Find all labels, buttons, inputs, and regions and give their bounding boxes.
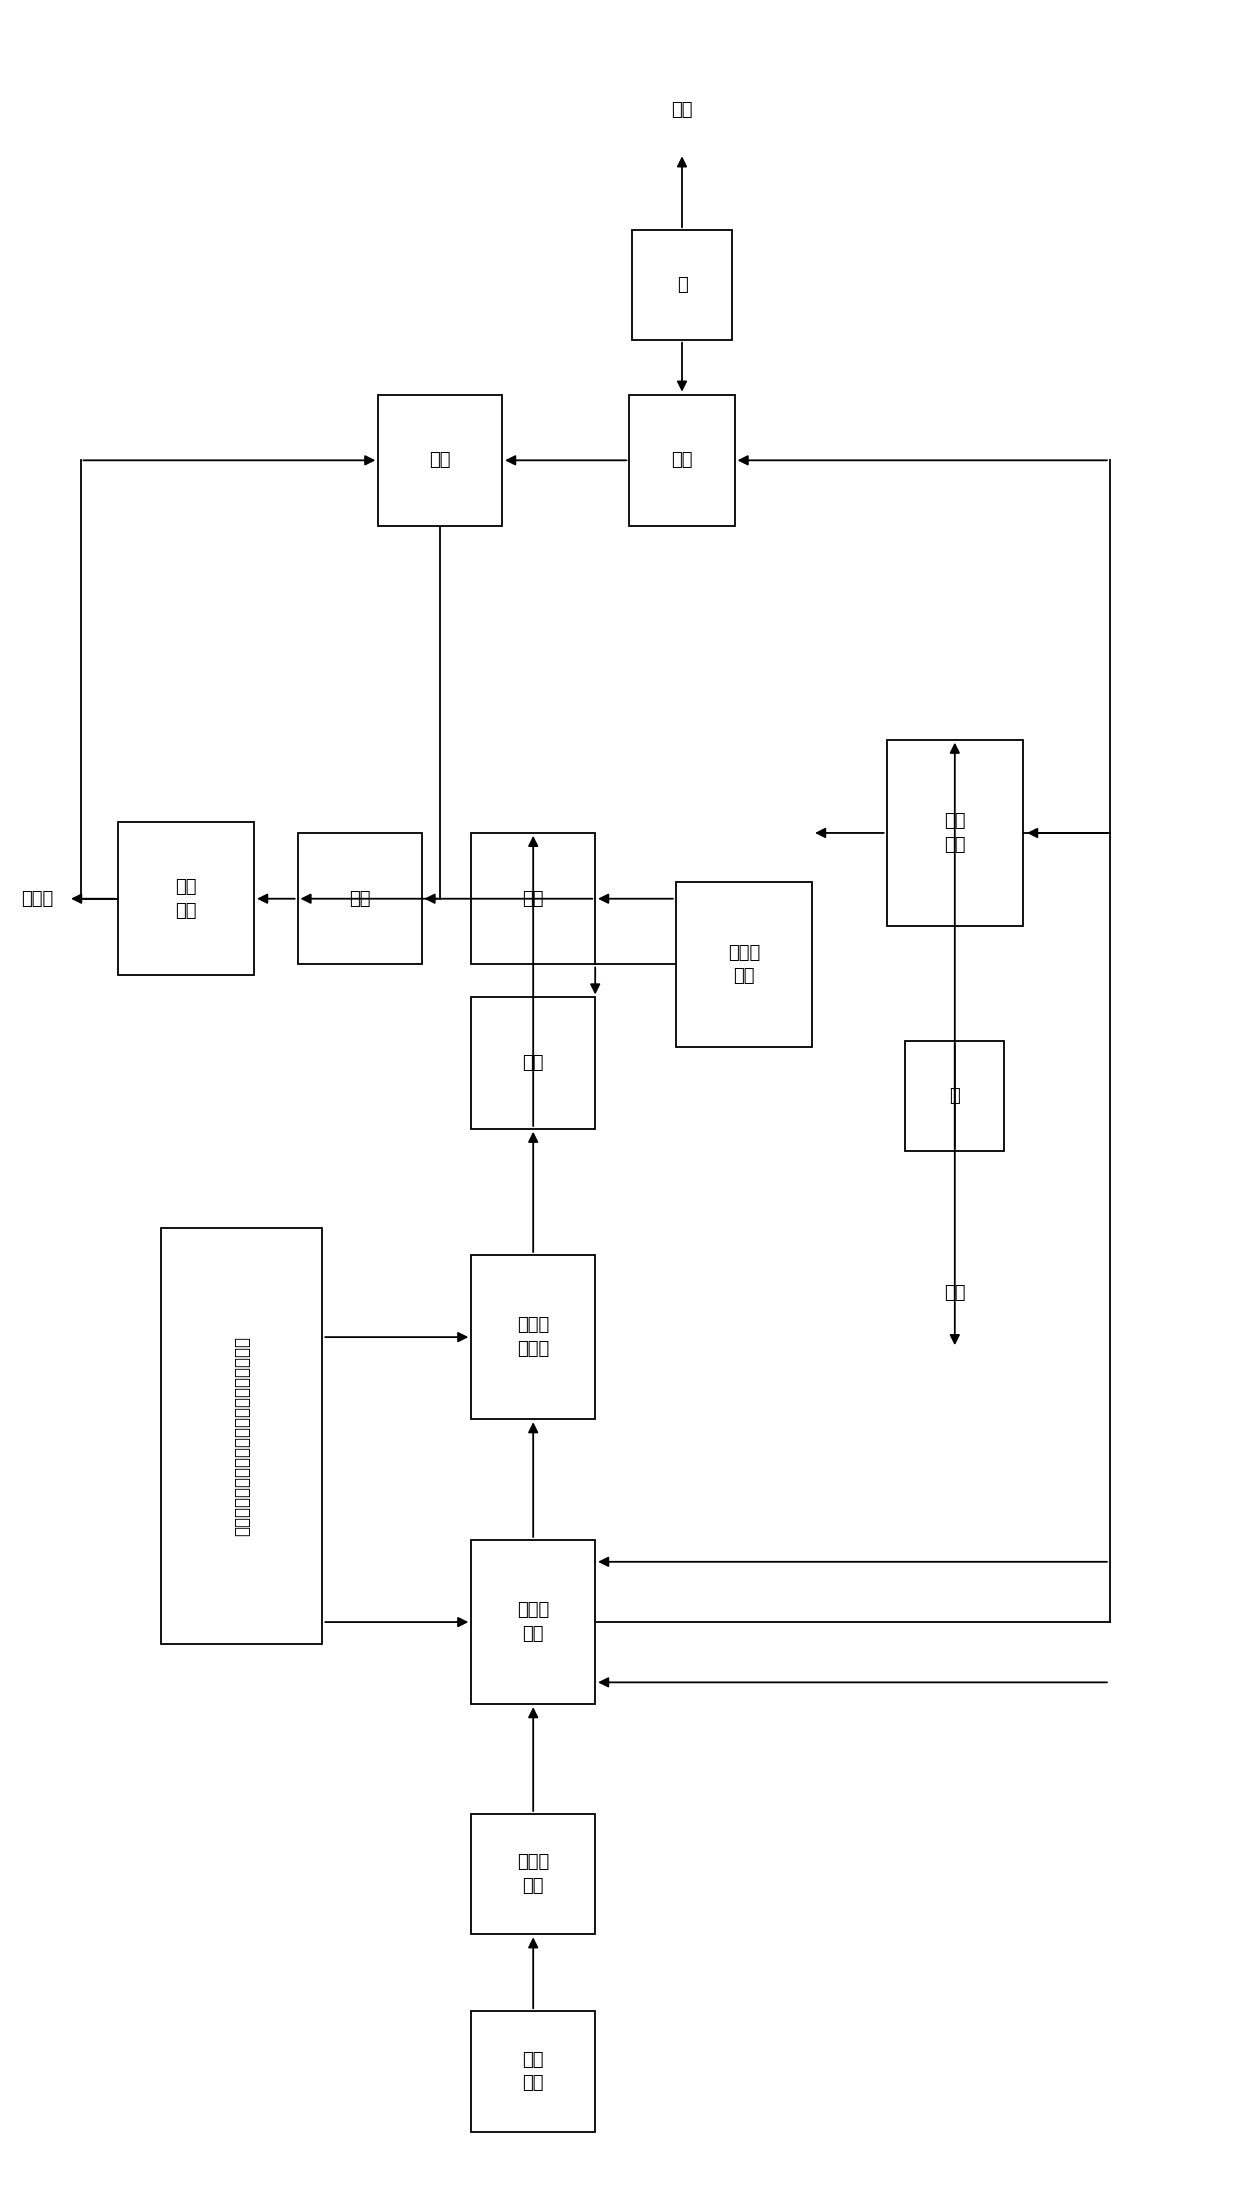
Text: 蒸馏: 蒸馏: [671, 101, 693, 118]
Text: 天然发
酵剂: 天然发 酵剂: [517, 1854, 549, 1894]
Text: 蒸馏: 蒸馏: [944, 1285, 966, 1302]
Bar: [676, 881, 812, 1046]
Text: 有机肆: 有机肆: [21, 890, 53, 907]
Text: 分离: 分离: [429, 452, 451, 469]
Text: 鸡糪
配料: 鸡糪 配料: [522, 2052, 544, 2091]
Bar: [471, 1815, 595, 1936]
Text: 发酵粉
碎处理: 发酵粉 碎处理: [517, 1317, 549, 1357]
Text: 混成: 混成: [348, 890, 371, 907]
Bar: [118, 822, 254, 975]
Bar: [298, 833, 422, 964]
Text: 微量矿素、草化酶、中性蛋白酶、酸性蛋白酶: 微量矿素、草化酶、中性蛋白酶、酸性蛋白酶: [233, 1335, 250, 1537]
Bar: [471, 997, 595, 1129]
Text: 水: 水: [950, 1087, 960, 1105]
Text: 精酰
乙醇: 精酰 乙醇: [944, 813, 966, 853]
Bar: [471, 1539, 595, 1705]
Bar: [471, 833, 595, 964]
Bar: [161, 1228, 322, 1644]
Bar: [632, 230, 732, 340]
Text: 发酵合
成罐: 发酵合 成罐: [728, 945, 760, 984]
Text: 水: 水: [677, 276, 687, 294]
Bar: [471, 1254, 595, 1420]
Bar: [887, 741, 1023, 925]
Bar: [905, 1041, 1004, 1151]
Text: 过滤
包装: 过滤 包装: [175, 879, 197, 918]
Text: 配桶: 配桶: [522, 1054, 544, 1072]
Bar: [630, 395, 734, 526]
Text: 精制: 精制: [522, 890, 544, 907]
Text: 酸性发
酵罐: 酸性发 酵罐: [517, 1602, 549, 1642]
Bar: [378, 395, 502, 526]
Text: 酒造: 酒造: [671, 452, 693, 469]
Bar: [471, 2012, 595, 2131]
